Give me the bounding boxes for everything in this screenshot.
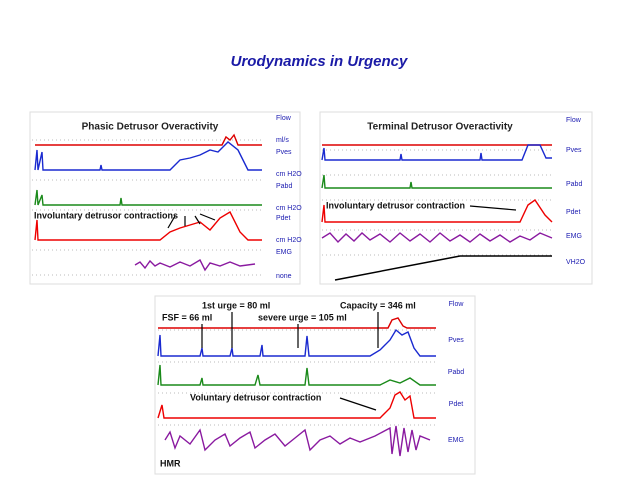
- annotation: Capacity = 346 ml: [340, 300, 416, 310]
- channel-label: Flow: [566, 117, 582, 124]
- panel-title: Terminal Detrusor Overactivity: [367, 122, 513, 133]
- channel-label: Pabd: [276, 183, 292, 190]
- channel-label: EMG: [566, 233, 582, 240]
- channel-unit: cm H2O: [276, 205, 302, 212]
- channel-label: Pves: [566, 147, 582, 154]
- annotation: 1st urge = 80 ml: [202, 300, 270, 310]
- channel-label: EMG: [448, 437, 464, 444]
- channel-label: Pabd: [448, 369, 464, 376]
- annotation: HMR: [160, 458, 181, 468]
- channel-label: Pabd: [566, 181, 582, 188]
- channel-label: Pdet: [276, 215, 290, 222]
- channel-label: Flow: [449, 301, 465, 308]
- panel-phasic: Phasic Detrusor Overactivity Involuntary…: [29, 111, 302, 285]
- panel-title: Phasic Detrusor Overactivity: [82, 122, 219, 133]
- channel-unit: ml/s: [276, 137, 289, 144]
- channel-unit: none: [276, 273, 292, 280]
- panel-terminal: Terminal Detrusor Overactivity Involunta…: [319, 111, 593, 285]
- annotation: FSF = 66 ml: [162, 312, 212, 322]
- annotation: Voluntary detrusor contraction: [190, 392, 321, 402]
- panel-voluntary: 1st urge = 80 ml Capacity = 346 ml FSF =…: [154, 295, 476, 475]
- channel-unit: cm H2O: [276, 171, 302, 178]
- annotation: Involuntary detrusor contraction: [326, 200, 465, 210]
- slide-title: Urodynamics in Urgency: [231, 53, 408, 70]
- channel-label: Pdet: [449, 401, 463, 408]
- channel-label: Flow: [276, 115, 292, 122]
- channel-label: Pves: [276, 149, 292, 156]
- annotation: severe urge = 105 ml: [258, 312, 347, 322]
- annotation: Involuntary detrusor contractions: [34, 210, 178, 220]
- channel-label: Pdet: [566, 209, 580, 216]
- channel-unit: cm H2O: [276, 237, 302, 244]
- channel-label: VH2O: [566, 259, 586, 266]
- channel-label: EMG: [276, 249, 292, 256]
- channel-label: Pves: [448, 337, 464, 344]
